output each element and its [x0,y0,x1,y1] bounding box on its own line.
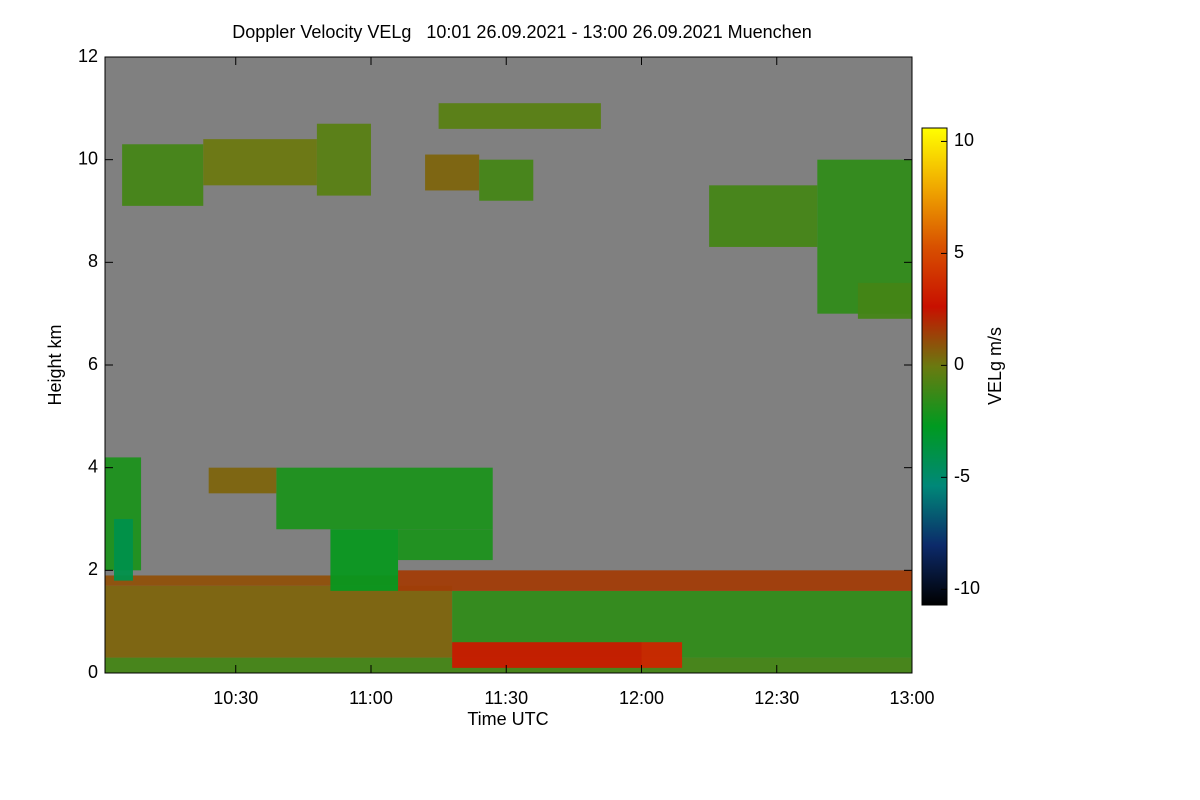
colorbar-tick-label: -10 [954,578,980,598]
heatmap-cell [425,154,480,191]
heatmap-cell [641,642,683,668]
heatmap-cell [276,467,493,530]
heatmap-cell [114,519,133,581]
heatmap-cell [203,139,317,186]
colorbar [921,127,948,606]
x-tick-label: 11:00 [349,688,393,708]
heatmap-cell [452,642,642,668]
x-tick-label: 11:30 [484,688,528,708]
x-tick-label: 10:30 [213,688,258,708]
colorbar-tick-label: 5 [954,242,964,262]
heatmap-cell [105,585,453,658]
x-axis-label: Time UTC [467,709,548,729]
heatmap-cell [330,529,399,591]
heatmap-cell [857,282,912,319]
heatmap-cell [398,529,493,561]
heatmap-cell [208,467,277,494]
heatmap-cell [316,123,371,196]
y-axis-label: Height km [45,324,65,405]
heatmap-cell [398,570,912,591]
y-tick-label: 8 [88,251,98,271]
colorbar-label: VELg m/s [985,327,1005,405]
colorbar-tick-label: 10 [954,130,974,150]
heatmap-cell [479,159,534,201]
heatmap-cell [709,185,818,247]
chart-title: Doppler Velocity VELg 10:01 26.09.2021 -… [232,22,811,42]
heatmap-cell [122,144,204,206]
y-tick-label: 0 [88,662,98,682]
heatmap-cell [105,575,399,586]
y-tick-label: 4 [88,456,98,476]
y-tick-label: 2 [88,559,98,579]
y-tick-label: 12 [78,46,98,66]
x-tick-label: 12:00 [619,688,664,708]
colorbar-tick-label: 0 [954,354,964,374]
colorbar-tick-label: -5 [954,466,970,486]
x-tick-label: 13:00 [889,688,934,708]
heatmap-cell [438,103,601,129]
y-tick-label: 10 [78,148,98,168]
y-tick-label: 6 [88,354,98,374]
x-tick-label: 12:30 [754,688,799,708]
